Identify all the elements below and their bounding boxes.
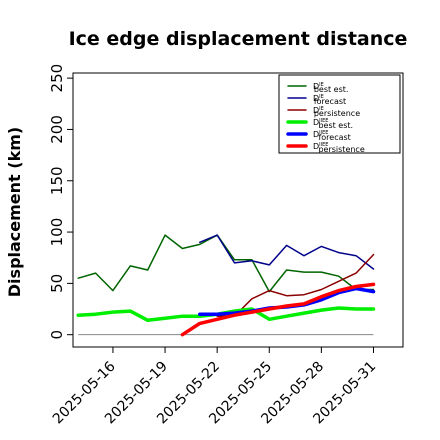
legend-label-sup: IIEE [319, 130, 328, 136]
legend-label: DIIEEbest est. [313, 118, 353, 130]
legend-box [278, 74, 401, 154]
legend-label-main: D [313, 118, 319, 127]
legend-label-sub: persistence [318, 145, 364, 154]
legend-label: DIIEEpersistence [313, 142, 365, 154]
legend-label-sup: IIEE [319, 118, 328, 124]
y-tick-label: 100 [48, 218, 66, 247]
legend-label-sup: IE [319, 82, 324, 88]
series-line-1 [199, 234, 375, 270]
legend-label: DIEbest est. [313, 82, 348, 94]
y-tick-label: 200 [48, 115, 66, 144]
legend-label: DIIEEforecast [313, 130, 351, 142]
legend-label-sup: IIEE [319, 142, 328, 148]
legend-label-sub: forecast [318, 133, 350, 142]
series-line-5 [180, 282, 376, 337]
legend-label-main: D [313, 142, 319, 151]
y-tick-label: 50 [48, 274, 66, 293]
series-line-4 [198, 286, 376, 316]
legend-label-sub: best est. [314, 85, 349, 94]
legend-label: DIEpersistence [313, 106, 360, 118]
y-axis-label: Displacement (km) [5, 127, 24, 297]
legend-label-sub: persistence [314, 109, 360, 118]
chart-title: Ice edge displacement distance [69, 28, 408, 50]
plot-frame [72, 72, 404, 348]
legend-label-sub: best est. [318, 121, 353, 130]
plot-area: 0501001502002502025-05-162025-05-192025-… [48, 64, 404, 427]
legend-label-main: D [313, 94, 319, 103]
legend-label-sub: forecast [314, 97, 346, 106]
y-tick-label: 0 [48, 330, 66, 340]
legend-label-main: D [313, 82, 319, 91]
legend-label-main: D [313, 130, 319, 139]
series-line-2 [216, 253, 375, 317]
series-line-0 [77, 234, 375, 293]
legend-label-sup: IE [319, 94, 324, 100]
legend-label: DIEforecast [313, 94, 346, 106]
legend-label-main: D [313, 106, 319, 115]
y-tick-label: 150 [48, 166, 66, 195]
y-tick-label: 250 [48, 64, 66, 93]
legend-label-sup: IE [319, 106, 324, 112]
